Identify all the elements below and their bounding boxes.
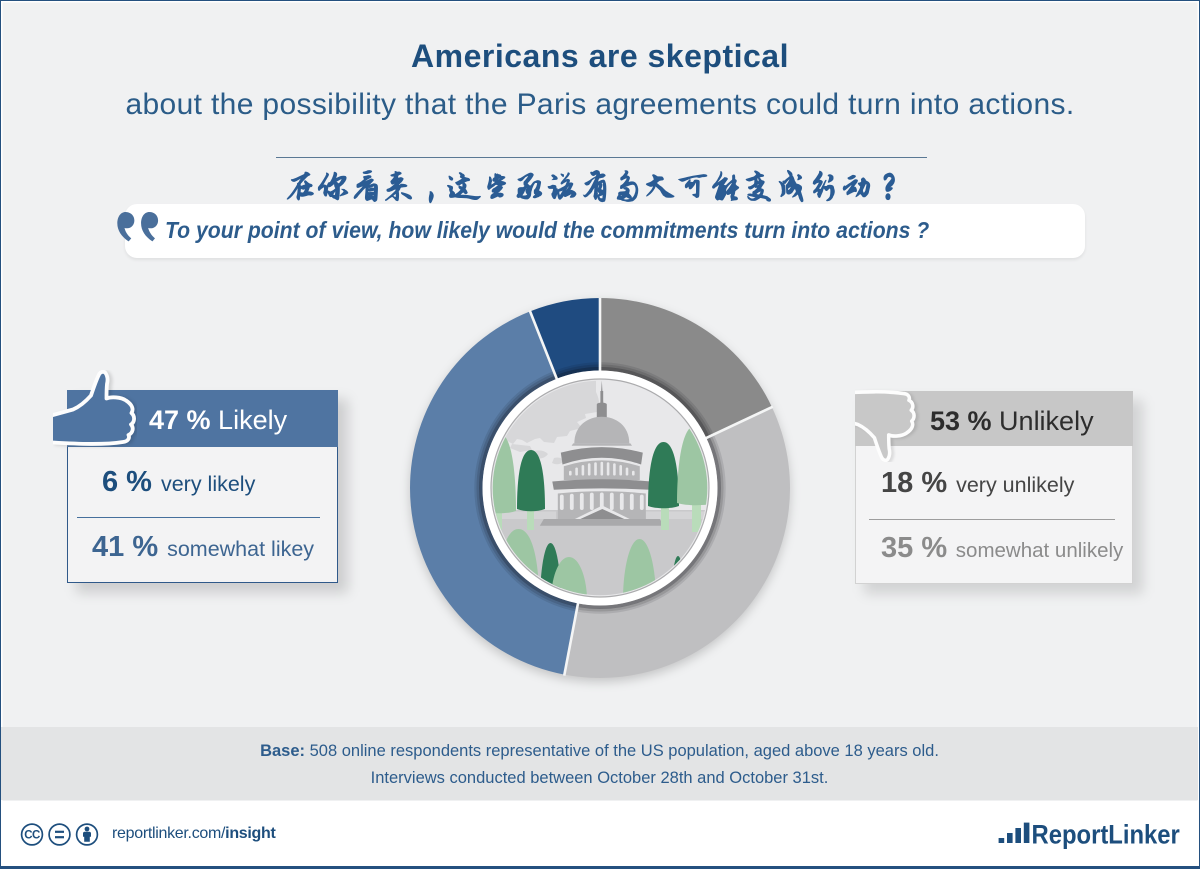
svg-text:CC: CC [24,830,40,842]
svg-text:ReportLinker: ReportLinker [1032,820,1180,849]
